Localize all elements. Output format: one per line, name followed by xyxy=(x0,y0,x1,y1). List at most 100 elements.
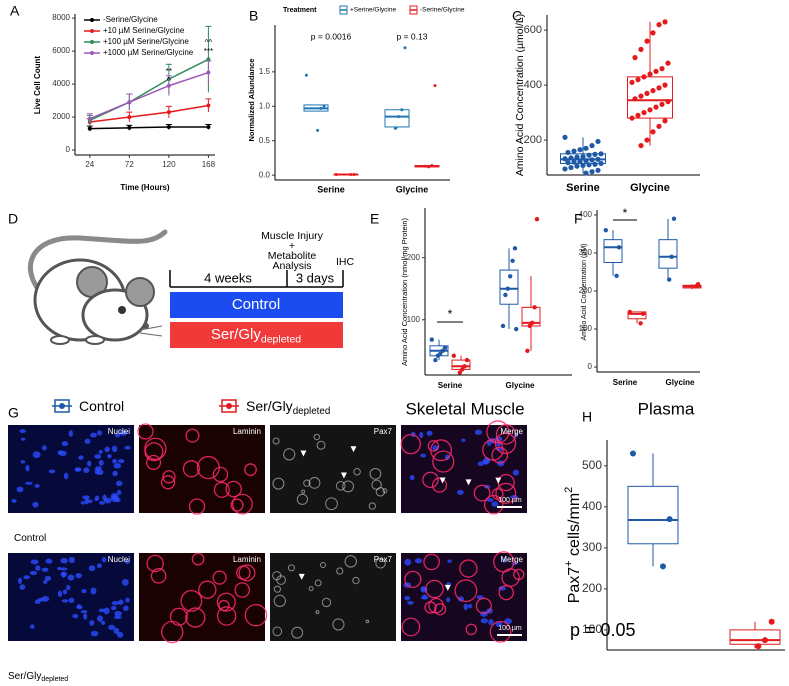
nucleus xyxy=(116,489,122,495)
nucleus xyxy=(107,454,112,459)
fiber-outline xyxy=(491,488,504,500)
box xyxy=(729,629,781,645)
nucleus xyxy=(447,559,452,563)
point xyxy=(568,155,574,161)
nucleus xyxy=(87,460,92,467)
signal xyxy=(272,437,280,445)
fiber-outline xyxy=(212,466,229,483)
point xyxy=(435,353,440,358)
point xyxy=(206,103,211,108)
y-tick-label: 0.0 xyxy=(259,170,271,179)
nucleus xyxy=(82,495,90,500)
channel-label: Nuclei xyxy=(108,427,130,436)
fiber-outline xyxy=(489,620,512,643)
significance: * xyxy=(448,307,453,321)
fiber-outline xyxy=(483,494,504,515)
point xyxy=(586,152,592,158)
point xyxy=(635,77,641,83)
nucleus xyxy=(114,432,121,438)
fiber-outline xyxy=(234,582,251,598)
point xyxy=(562,166,568,172)
x-tick-label: 120 xyxy=(162,160,176,169)
nucleus xyxy=(110,493,119,500)
signal xyxy=(308,586,314,592)
point xyxy=(644,90,650,96)
y-tick-label: 100 xyxy=(582,622,602,636)
fiber-outline xyxy=(230,498,244,512)
fiber-outline xyxy=(473,484,491,502)
nucleus xyxy=(480,618,489,624)
point xyxy=(641,109,647,116)
nucleus xyxy=(121,579,129,586)
legend-marker xyxy=(90,29,94,33)
point xyxy=(304,73,308,77)
nucleus xyxy=(83,613,88,620)
point xyxy=(577,158,583,165)
nucleus xyxy=(404,595,411,601)
y-tick-label: 0.5 xyxy=(259,136,271,145)
fiber-outline xyxy=(459,559,478,578)
signal xyxy=(272,477,285,490)
point xyxy=(433,84,437,88)
point xyxy=(574,154,580,160)
nucleus xyxy=(16,486,24,493)
fiber-outline xyxy=(401,617,421,637)
nucleus xyxy=(446,582,452,586)
panel-letter: F xyxy=(574,211,583,227)
nucleus xyxy=(45,558,53,564)
significance: ** xyxy=(166,67,172,76)
point xyxy=(592,151,598,157)
y-tick-label: 8000 xyxy=(52,13,70,22)
fiber-outline xyxy=(137,423,154,440)
y-axis-title: Amino Acid Concentration (µmol/L) xyxy=(514,14,526,176)
significance: *** xyxy=(204,47,213,56)
group-bar xyxy=(170,322,343,348)
point xyxy=(127,125,132,130)
nucleus xyxy=(486,498,494,502)
point xyxy=(665,60,671,66)
point xyxy=(638,46,644,52)
point xyxy=(400,108,404,112)
point xyxy=(127,115,132,120)
nucleus xyxy=(68,597,75,604)
nucleus xyxy=(97,430,103,436)
y-tick-label: 100 xyxy=(407,315,421,324)
legend-label: +10 µM Serine/Glycine xyxy=(103,26,185,35)
legend-marker xyxy=(90,18,94,22)
label-text: Ser/Gly xyxy=(8,671,41,682)
nucleus xyxy=(116,631,124,638)
channel-label: Pax7 xyxy=(374,555,393,564)
fiber-outline xyxy=(146,454,162,470)
point xyxy=(319,106,323,110)
significance: ^ xyxy=(167,76,171,85)
fiber-outline xyxy=(169,607,188,626)
arrowhead xyxy=(350,446,357,453)
point xyxy=(662,82,668,88)
point xyxy=(334,172,338,176)
mouse-whisker xyxy=(139,325,163,331)
nucleus xyxy=(426,430,433,436)
y-tick-label: 6000 xyxy=(52,46,70,55)
nucleus xyxy=(111,600,120,606)
point xyxy=(653,104,659,110)
channel-label: Nuclei xyxy=(108,555,130,564)
y-axis-title: Amino Acid Concentration (µM) xyxy=(581,243,588,340)
fiber-outline xyxy=(146,554,164,573)
legend-title: Treatment xyxy=(283,7,317,14)
nucleus xyxy=(75,572,82,579)
signal xyxy=(325,497,338,511)
mouse-whisker xyxy=(139,332,163,337)
fiber-outline xyxy=(160,475,176,490)
point xyxy=(583,145,589,151)
point xyxy=(595,156,601,162)
point xyxy=(430,164,434,168)
nucleus xyxy=(414,558,423,564)
point xyxy=(530,320,535,326)
fiber-outline xyxy=(400,433,421,455)
y-tick-label: 600 xyxy=(524,24,542,36)
point xyxy=(429,337,434,342)
label: Ser/Glydepleted xyxy=(211,326,301,345)
legend-marker xyxy=(90,51,94,55)
nucleus xyxy=(44,575,52,581)
panel-letter: H xyxy=(582,409,592,425)
